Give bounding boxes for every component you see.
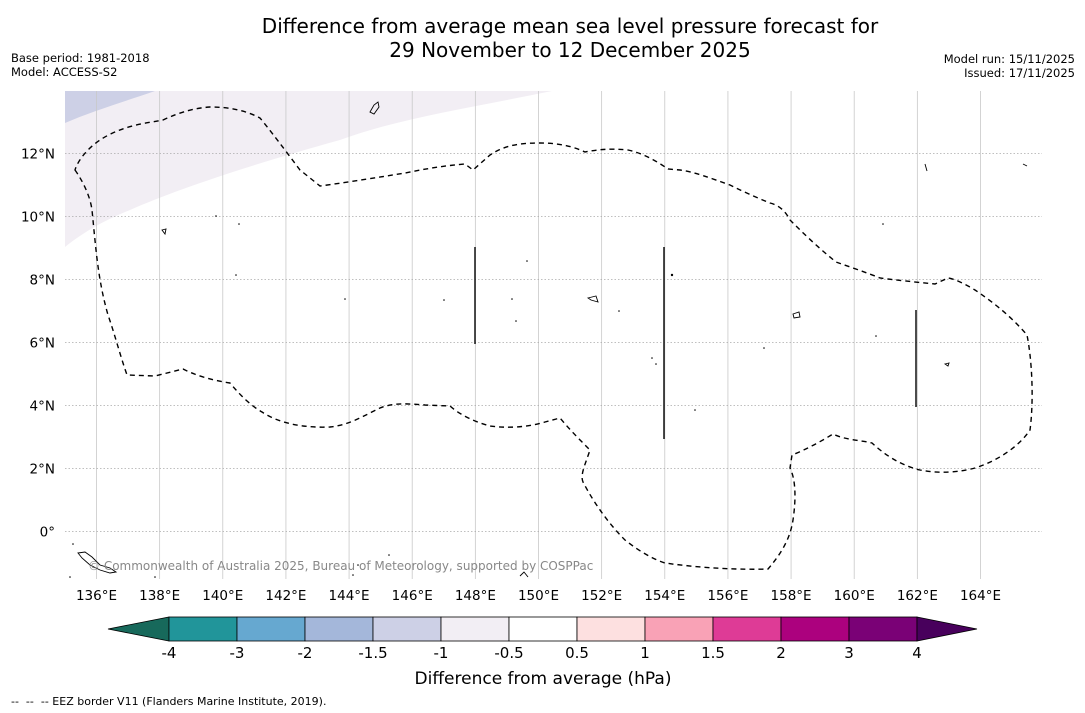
colorbar-label: -3 (230, 644, 245, 662)
island-pohnpei (792, 311, 801, 319)
colorbar-labels: -4 -3 -2 -1.5 -1 -0.5 0.5 1 1.5 2 3 4 (162, 644, 922, 662)
colorbar-label: -4 (162, 644, 177, 662)
colorbar-swatch (848, 616, 918, 642)
lat-label: 10°N (21, 210, 55, 226)
gridlines (65, 91, 1042, 579)
anomaly-area-medium (65, 91, 155, 123)
lat-label: 8°N (30, 273, 55, 289)
lon-label: 154°E (644, 588, 685, 604)
colorbar-label: 2 (776, 644, 786, 662)
model-run: Model run: 15/11/2025 (943, 52, 1075, 66)
title-line-2: 29 November to 12 December 2025 (389, 38, 751, 62)
island-palau (77, 551, 118, 574)
colorbar-swatch (508, 616, 578, 642)
lon-label: 150°E (518, 588, 559, 604)
colorbar-swatch (576, 616, 646, 642)
islands (77, 101, 1028, 578)
colorbar-title: Difference from average (hPa) (415, 669, 672, 689)
colorbar-label: 1.5 (701, 644, 725, 662)
colorbar-swatch (440, 616, 510, 642)
lon-label: 148°E (455, 588, 496, 604)
colorbar-swatch (236, 616, 306, 642)
colorbar-extend-low (107, 616, 170, 642)
colorbar-label: 3 (844, 644, 854, 662)
lat-label: 4°N (30, 399, 55, 415)
island-south-coast (519, 571, 529, 578)
meta-left: Base period: 1981-2018 Model: ACCESS-S2 (11, 51, 150, 79)
colorbar-label: -2 (298, 644, 313, 662)
colorbar-label: -0.5 (494, 644, 523, 662)
lat-label: 0° (40, 525, 55, 541)
eez-legend-note: -- -- -- EEZ border V11 (Flanders Marine… (11, 695, 327, 708)
colorbar-swatch (168, 616, 238, 642)
lon-label: 136°E (76, 588, 117, 604)
lon-label: 146°E (392, 588, 433, 604)
colorbar (107, 616, 978, 642)
colorbar-label: 4 (912, 644, 922, 662)
longitude-labels: 136°E 138°E 140°E 142°E 144°E 146°E 148°E 150°E… (76, 588, 1001, 604)
boundary-lines (474, 247, 917, 439)
colorbar-swatch (372, 616, 442, 642)
colorbar-label: -1 (434, 644, 449, 662)
base-period: Base period: 1981-2018 (11, 51, 150, 65)
lon-label: 164°E (960, 588, 1001, 604)
anomaly-area-light (65, 91, 552, 247)
map-title: Difference from average mean sea level p… (0, 14, 1085, 62)
lon-label: 142°E (265, 588, 306, 604)
island-small-nw (1022, 163, 1028, 167)
copyright-text: © Commonwealth of Australia 2025, Bureau… (88, 559, 593, 573)
lon-label: 138°E (139, 588, 180, 604)
lat-label: 2°N (30, 462, 55, 478)
colorbar-swatch (304, 616, 374, 642)
colorbar-label: 0.5 (565, 644, 589, 662)
island-small-ne (924, 163, 928, 172)
colorbar-swatch (780, 616, 850, 642)
colorbar-swatch (712, 616, 782, 642)
lon-label: 158°E (771, 588, 812, 604)
model-name: Model: ACCESS-S2 (11, 65, 118, 79)
island-kosrae (943, 362, 950, 367)
island-chuuk (586, 295, 599, 303)
island-yap (161, 228, 167, 236)
anomaly-shading (65, 91, 552, 247)
colorbar-swatch (644, 616, 714, 642)
lon-label: 162°E (897, 588, 938, 604)
lon-label: 156°E (707, 588, 748, 604)
island-dots (69, 215, 884, 578)
meta-right: Model run: 15/11/2025 Issued: 17/11/2025 (944, 52, 1075, 80)
lon-label: 140°E (202, 588, 243, 604)
colorbar-label: 1 (640, 644, 650, 662)
lon-label: 152°E (581, 588, 622, 604)
lon-label: 144°E (329, 588, 370, 604)
title-line-1: Difference from average mean sea level p… (261, 14, 879, 38)
issued-date: Issued: 17/11/2025 (964, 66, 1075, 80)
lat-label: 6°N (30, 336, 55, 352)
latitude-labels: 0° 2°N 4°N 6°N 8°N 10°N 12°N (21, 147, 55, 541)
colorbar-label: -1.5 (358, 644, 387, 662)
lat-label: 12°N (21, 147, 55, 163)
colorbar-extend-high (916, 616, 978, 642)
lon-label: 160°E (834, 588, 875, 604)
eez-border (74, 106, 1033, 570)
island-guam (369, 101, 380, 115)
